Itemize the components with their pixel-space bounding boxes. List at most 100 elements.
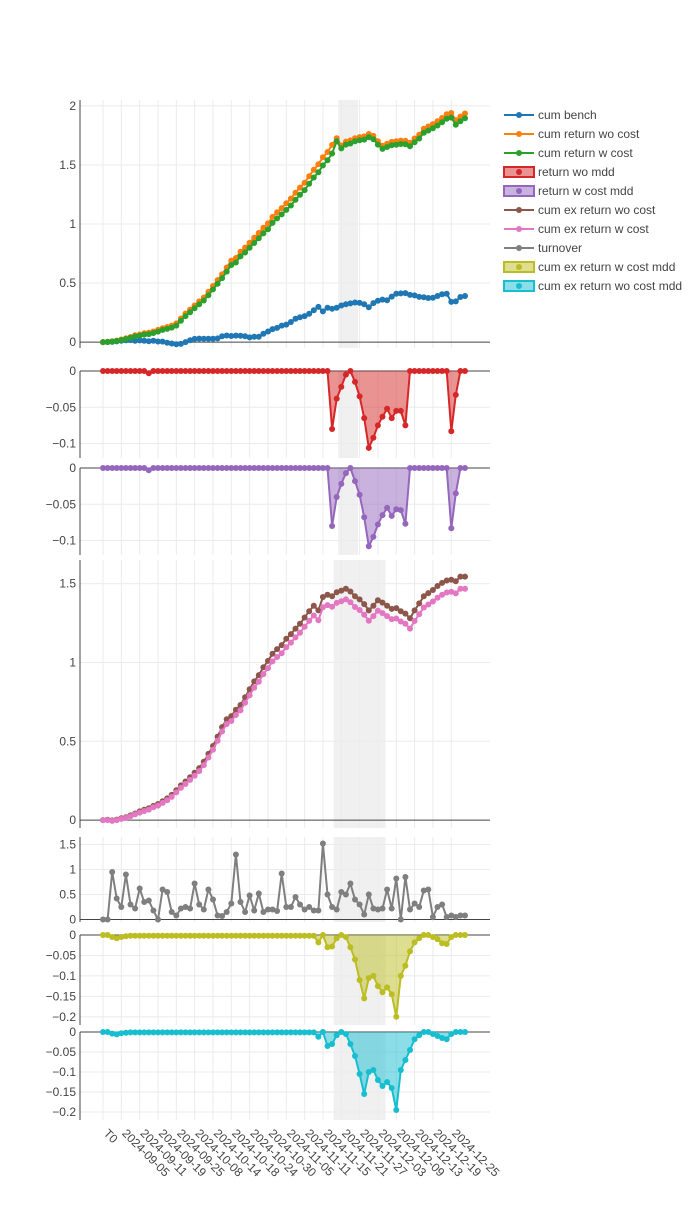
- cum-ex-return-wo-cost-point: [269, 650, 276, 657]
- cum-return-w-cost-point: [242, 249, 249, 256]
- turnover-point: [301, 906, 308, 913]
- cum-bench-point: [370, 300, 377, 307]
- return-w-cost-mdd-point: [306, 465, 313, 471]
- legend-item-cum-return-w-cost[interactable]: cum return w cost: [504, 146, 633, 160]
- cum-return-w-cost-point: [255, 235, 262, 242]
- legend-item-cum-ex-return-w-cost[interactable]: cum ex return w cost: [504, 222, 649, 236]
- return-w-cost-mdd-point: [113, 465, 120, 471]
- cum-ex-return-wo-cost-line: [102, 575, 465, 822]
- cum-ex-return-w-cost-point: [457, 585, 464, 592]
- cum-return-w-cost-point: [324, 157, 331, 164]
- cum-ex-return-w-cost-mdd-point: [145, 932, 152, 939]
- return-w-cost-mdd-point: [365, 543, 372, 550]
- cum-return-w-cost-point: [416, 135, 423, 142]
- return-w-cost-mdd-point: [205, 465, 212, 471]
- cum-ex-return-wo-cost-point: [347, 588, 354, 595]
- cum-ex-return-w-cost-mdd-point: [187, 932, 194, 939]
- return-w-cost-mdd-point: [127, 465, 134, 471]
- turnover-point: [219, 913, 226, 919]
- cum-ex-return-w-cost-mdd-point: [210, 932, 216, 939]
- cum-ex-return-wo-cost-point: [356, 596, 363, 603]
- turnover-point: [118, 904, 125, 910]
- cum-ex-return-wo-cost-mdd-point: [283, 1029, 290, 1036]
- cum-ex-return-wo-cost-mdd-point: [365, 1069, 372, 1075]
- cum-bench-point: [329, 305, 336, 312]
- cum-ex-return-wo-cost-mdd-point: [187, 1029, 194, 1036]
- return-wo-mdd-point: [104, 368, 111, 374]
- cum-bench-point: [159, 338, 166, 345]
- cum-ex-return-w-cost-point: [310, 612, 317, 619]
- return-w-cost-mdd-point: [443, 465, 450, 471]
- panel-turnover-ytick-label: 0: [69, 913, 76, 927]
- return-wo-mdd-point: [145, 370, 152, 377]
- cum-bench-point: [384, 297, 391, 304]
- return-w-cost-mdd-point: [246, 465, 253, 471]
- return-w-cost-mdd-point: [100, 465, 106, 471]
- cum-ex-return-wo-cost-point: [393, 605, 400, 612]
- cum-ex-return-wo-cost-point: [407, 615, 413, 622]
- cum-bench-point: [361, 301, 368, 308]
- turnover-point: [260, 909, 267, 915]
- cum-return-w-cost-point: [136, 332, 143, 339]
- cum-ex-return-w-cost-point: [255, 678, 262, 685]
- cum-ex-return-wo-cost-mdd-point: [370, 1067, 377, 1073]
- turnover-point: [324, 891, 331, 898]
- cum-return-wo-cost-point: [242, 244, 249, 251]
- cum-return-wo-cost-point: [283, 200, 290, 207]
- legend-item-cum-bench[interactable]: cum bench: [504, 108, 597, 122]
- cum-bench-point: [237, 332, 244, 339]
- cum-ex-return-w-cost-point: [374, 607, 381, 614]
- return-w-cost-mdd-point: [411, 465, 418, 471]
- turnover-point: [457, 912, 464, 919]
- cum-ex-return-w-cost-mdd-point: [393, 1013, 400, 1020]
- legend-item-cum-return-wo-cost[interactable]: cum return wo cost: [504, 127, 640, 141]
- cum-return-w-cost-point: [462, 115, 468, 122]
- legend-item-return-wo-mdd[interactable]: return wo mdd: [503, 165, 615, 179]
- cum-ex-return-w-cost-mdd-point: [219, 932, 226, 939]
- cum-ex-return-w-cost-mdd-point: [407, 948, 413, 955]
- turnover-point: [200, 906, 207, 913]
- cum-ex-return-wo-cost-mdd-point: [443, 1036, 450, 1043]
- cum-ex-return-wo-cost-mdd-point: [182, 1029, 189, 1036]
- cum-ex-return-wo-cost-mdd-point: [347, 1041, 354, 1047]
- cum-ex-return-w-cost-point: [127, 813, 134, 820]
- legend-item-return-w-cost-mdd[interactable]: return w cost mdd: [503, 184, 633, 198]
- turnover-point: [315, 907, 322, 914]
- return-w-cost-mdd-point: [342, 470, 349, 477]
- return-wo-mdd-point: [379, 413, 386, 420]
- cum-bench-point: [255, 333, 262, 340]
- cum-return-w-cost-point: [365, 134, 372, 141]
- cum-ex-return-w-cost-mdd-point: [246, 932, 253, 939]
- cum-ex-return-w-cost-point: [388, 616, 395, 623]
- cum-ex-return-wo-cost-mdd-point: [425, 1029, 432, 1035]
- cum-return-wo-cost-point: [255, 229, 262, 236]
- cum-ex-return-w-cost-mdd-point: [310, 932, 317, 939]
- cum-return-wo-cost-point: [462, 110, 468, 117]
- cum-ex-return-w-cost-point: [292, 634, 299, 641]
- legend-item-cum-ex-return-w-cost-mdd[interactable]: cum ex return w cost mdd: [503, 260, 675, 274]
- cum-return-wo-cost-point: [319, 154, 326, 161]
- cum-ex-return-w-cost-point: [407, 625, 413, 632]
- cum-return-w-cost-point: [338, 145, 345, 152]
- cum-return-w-cost-point: [228, 262, 235, 268]
- cum-ex-return-wo-cost-mdd-point: [324, 1043, 331, 1049]
- cum-ex-return-wo-cost-mdd-point: [356, 1071, 363, 1077]
- cum-return-w-cost-point: [122, 336, 129, 342]
- turnover-point: [384, 886, 391, 893]
- cum-return-wo-cost-point: [278, 205, 285, 212]
- cum-return-w-cost-point: [342, 141, 349, 148]
- legend[interactable]: cum bench cum return wo cost cum return w …: [503, 108, 682, 293]
- turnover-point: [379, 905, 386, 912]
- panel-cum-ex-return-w-cost-mdd-ytick-label: −0.15: [46, 989, 77, 1003]
- legend-item-cum-ex-return-wo-cost[interactable]: cum ex return wo cost: [504, 203, 656, 217]
- turnover-point: [150, 907, 157, 914]
- return-wo-mdd-point: [319, 368, 326, 374]
- cum-ex-return-w-cost-point: [100, 817, 106, 824]
- legend-item-cum-ex-return-wo-cost-mdd[interactable]: cum ex return wo cost mdd: [503, 279, 682, 293]
- cum-ex-return-wo-cost-mdd-point: [329, 1041, 336, 1047]
- cum-ex-return-w-cost-mdd-point: [168, 932, 175, 939]
- legend-item-turnover[interactable]: turnover: [504, 241, 582, 255]
- legend-marker: [516, 131, 522, 137]
- legend-label: cum bench: [538, 108, 597, 122]
